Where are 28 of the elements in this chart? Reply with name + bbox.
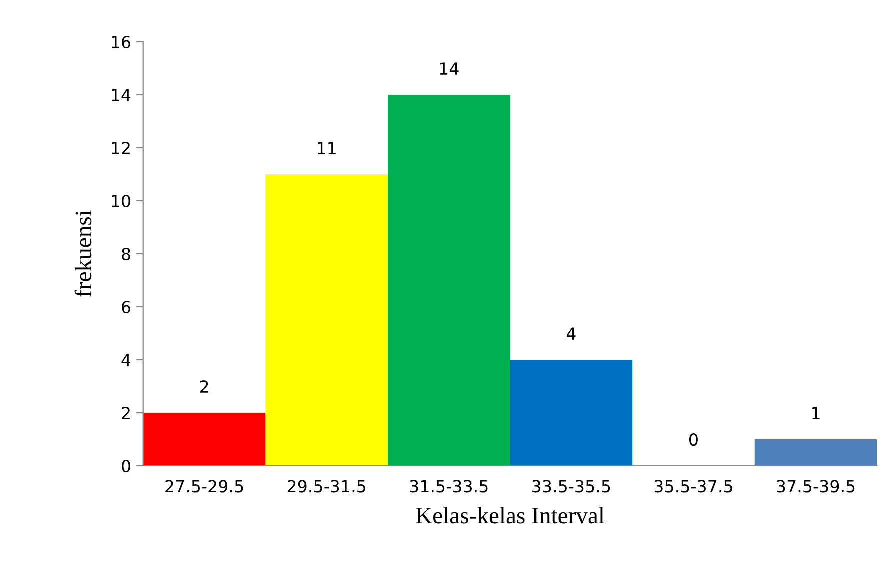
y-tick-label: 4: [122, 354, 131, 366]
y-tick-label: 0: [122, 460, 130, 473]
y-tick-label: 16: [112, 36, 131, 49]
x-tick-label: 31.5-33.5: [410, 480, 488, 493]
x-axis-title: Kelas-kelas Interval: [416, 507, 605, 524]
data-label: 11: [318, 142, 336, 154]
x-tick-label: 29.5-31.5: [288, 480, 366, 493]
bar: [754, 439, 878, 466]
data-label: 0: [690, 433, 698, 446]
bar: [510, 360, 633, 466]
data-label: 2: [200, 380, 208, 393]
y-tick-label: 10: [112, 194, 130, 208]
x-tick-label: 27.5-29.5: [166, 480, 244, 493]
x-tick-label: 37.5-39.5: [777, 480, 855, 493]
y-axis-title: frekuensi: [74, 210, 92, 298]
y-tick-label: 2: [122, 406, 130, 420]
bar: [388, 94, 510, 466]
y-tick-label: 12: [112, 142, 130, 154]
x-tick-label: 33.5-35.5: [532, 480, 610, 493]
x-tick-label: 35.5-37.5: [654, 480, 732, 493]
data-label: 4: [566, 328, 576, 340]
y-tick-label: 6: [122, 300, 131, 314]
y-tick-label: 14: [112, 89, 131, 102]
data-label: 14: [440, 62, 459, 75]
bar: [266, 174, 388, 466]
bar: [143, 412, 266, 466]
y-tick-label: 8: [122, 248, 130, 261]
data-label: 1: [812, 407, 820, 420]
